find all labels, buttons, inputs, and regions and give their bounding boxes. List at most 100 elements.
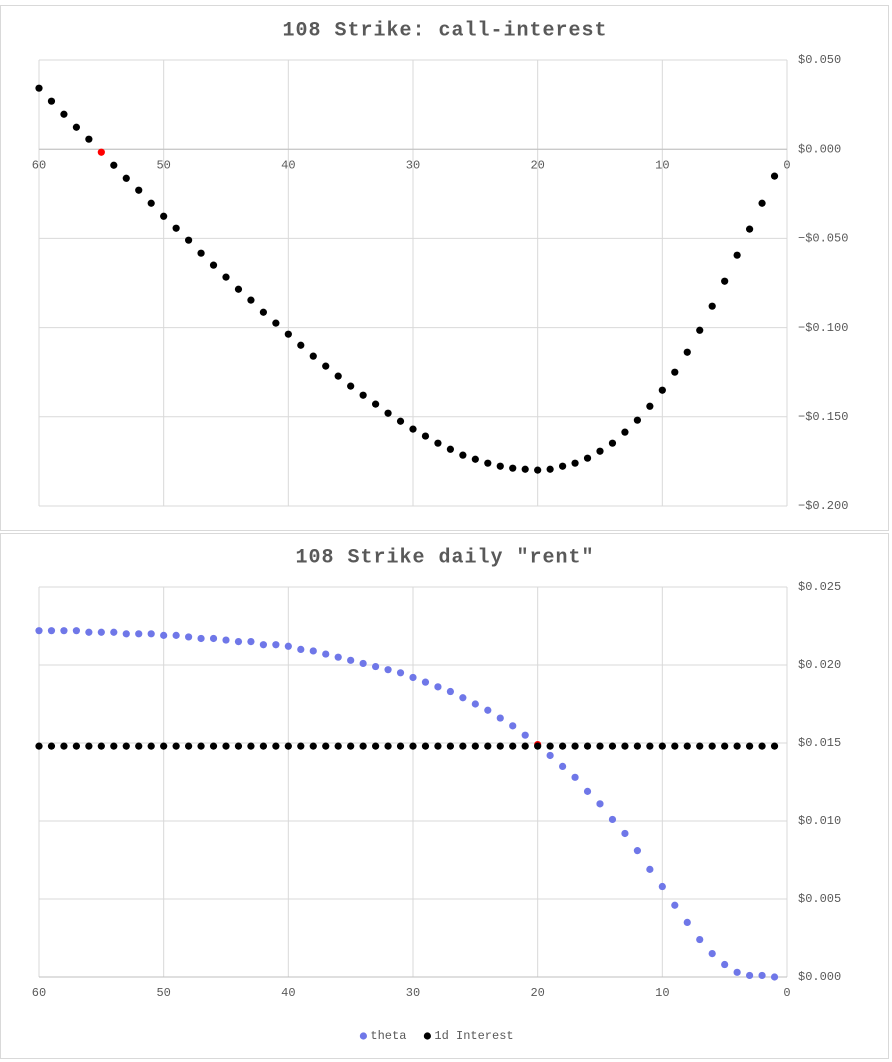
data-point bbox=[359, 659, 367, 668]
data-point bbox=[571, 742, 579, 750]
data-point bbox=[247, 296, 255, 304]
data-point bbox=[733, 742, 741, 750]
data-point bbox=[322, 650, 330, 658]
chart-panel bbox=[0, 533, 889, 1059]
data-point bbox=[272, 319, 280, 327]
y-tick-label: −$0.050 bbox=[798, 232, 848, 246]
data-point bbox=[546, 742, 554, 750]
data-point bbox=[471, 700, 479, 708]
x-tick-label: 60 bbox=[32, 158, 46, 172]
data-point bbox=[459, 451, 467, 459]
data-point bbox=[434, 742, 442, 750]
data-point bbox=[85, 742, 93, 750]
data-point bbox=[559, 742, 567, 750]
data-point bbox=[234, 285, 243, 293]
data-point bbox=[671, 368, 679, 376]
data-point bbox=[334, 653, 342, 661]
data-point bbox=[47, 97, 56, 105]
data-point bbox=[259, 308, 267, 316]
data-point bbox=[47, 742, 56, 750]
data-point bbox=[534, 466, 542, 474]
data-point bbox=[110, 628, 118, 636]
data-point bbox=[185, 742, 193, 750]
data-point bbox=[47, 627, 56, 635]
y-tick-label: $0.000 bbox=[798, 142, 841, 156]
data-point bbox=[309, 742, 317, 750]
data-point bbox=[122, 742, 130, 750]
x-tick-label: 10 bbox=[655, 986, 669, 1000]
data-point bbox=[583, 454, 592, 462]
data-point bbox=[521, 731, 529, 739]
data-point bbox=[596, 742, 604, 750]
data-point bbox=[396, 669, 405, 677]
data-point bbox=[334, 372, 342, 380]
x-tick-label: 30 bbox=[406, 986, 420, 1000]
data-point bbox=[409, 673, 417, 682]
data-point bbox=[758, 199, 766, 207]
data-point bbox=[247, 638, 255, 646]
x-tick-label: 40 bbox=[281, 158, 295, 172]
data-point bbox=[446, 742, 454, 750]
data-point bbox=[583, 742, 592, 750]
data-point bbox=[596, 447, 604, 455]
data-point bbox=[72, 123, 80, 131]
data-point bbox=[633, 742, 642, 750]
chart-title: 108 Strike daily "rent" bbox=[295, 546, 594, 569]
data-point bbox=[209, 261, 218, 269]
data-point bbox=[521, 465, 529, 473]
data-point bbox=[583, 787, 592, 795]
data-point bbox=[347, 656, 355, 664]
chart-title: 108 Strike: call-interest bbox=[282, 19, 607, 42]
data-point bbox=[484, 742, 492, 750]
data-point bbox=[571, 459, 579, 467]
data-point bbox=[160, 631, 168, 639]
data-point bbox=[122, 174, 130, 182]
data-point bbox=[596, 800, 604, 808]
data-point bbox=[97, 628, 105, 636]
data-point bbox=[708, 950, 716, 958]
data-point bbox=[259, 641, 267, 649]
data-point bbox=[384, 666, 392, 674]
data-point bbox=[746, 742, 754, 750]
data-point bbox=[496, 462, 504, 470]
data-point bbox=[97, 148, 105, 156]
data-point bbox=[234, 638, 243, 646]
data-point bbox=[770, 742, 779, 750]
data-point bbox=[272, 641, 280, 649]
data-point bbox=[646, 865, 654, 873]
data-point bbox=[222, 742, 230, 750]
data-point bbox=[521, 742, 529, 750]
data-point bbox=[621, 742, 629, 750]
data-point bbox=[160, 212, 168, 220]
data-point bbox=[110, 161, 118, 169]
data-point bbox=[222, 273, 230, 281]
x-tick-label: 50 bbox=[156, 986, 170, 1000]
data-point bbox=[85, 135, 93, 143]
data-point bbox=[708, 302, 716, 310]
data-point bbox=[334, 742, 342, 750]
data-point bbox=[758, 742, 766, 750]
data-point bbox=[372, 742, 380, 750]
data-point bbox=[234, 742, 243, 750]
data-point bbox=[297, 645, 305, 654]
data-point bbox=[608, 815, 617, 824]
data-point bbox=[297, 341, 305, 349]
data-point bbox=[696, 935, 704, 944]
data-point bbox=[396, 417, 405, 425]
data-point bbox=[509, 464, 517, 472]
data-point bbox=[322, 742, 330, 750]
data-point bbox=[197, 249, 205, 257]
data-point bbox=[135, 630, 143, 638]
data-point bbox=[471, 742, 479, 750]
data-point bbox=[359, 742, 367, 750]
data-point bbox=[85, 628, 93, 636]
data-point bbox=[546, 751, 554, 760]
data-point bbox=[35, 84, 43, 92]
data-point bbox=[272, 742, 280, 750]
data-point bbox=[172, 224, 180, 232]
data-point bbox=[409, 425, 417, 433]
x-tick-label: 60 bbox=[32, 986, 46, 1000]
data-point bbox=[758, 971, 766, 980]
data-point bbox=[197, 634, 205, 643]
data-point bbox=[421, 432, 430, 440]
